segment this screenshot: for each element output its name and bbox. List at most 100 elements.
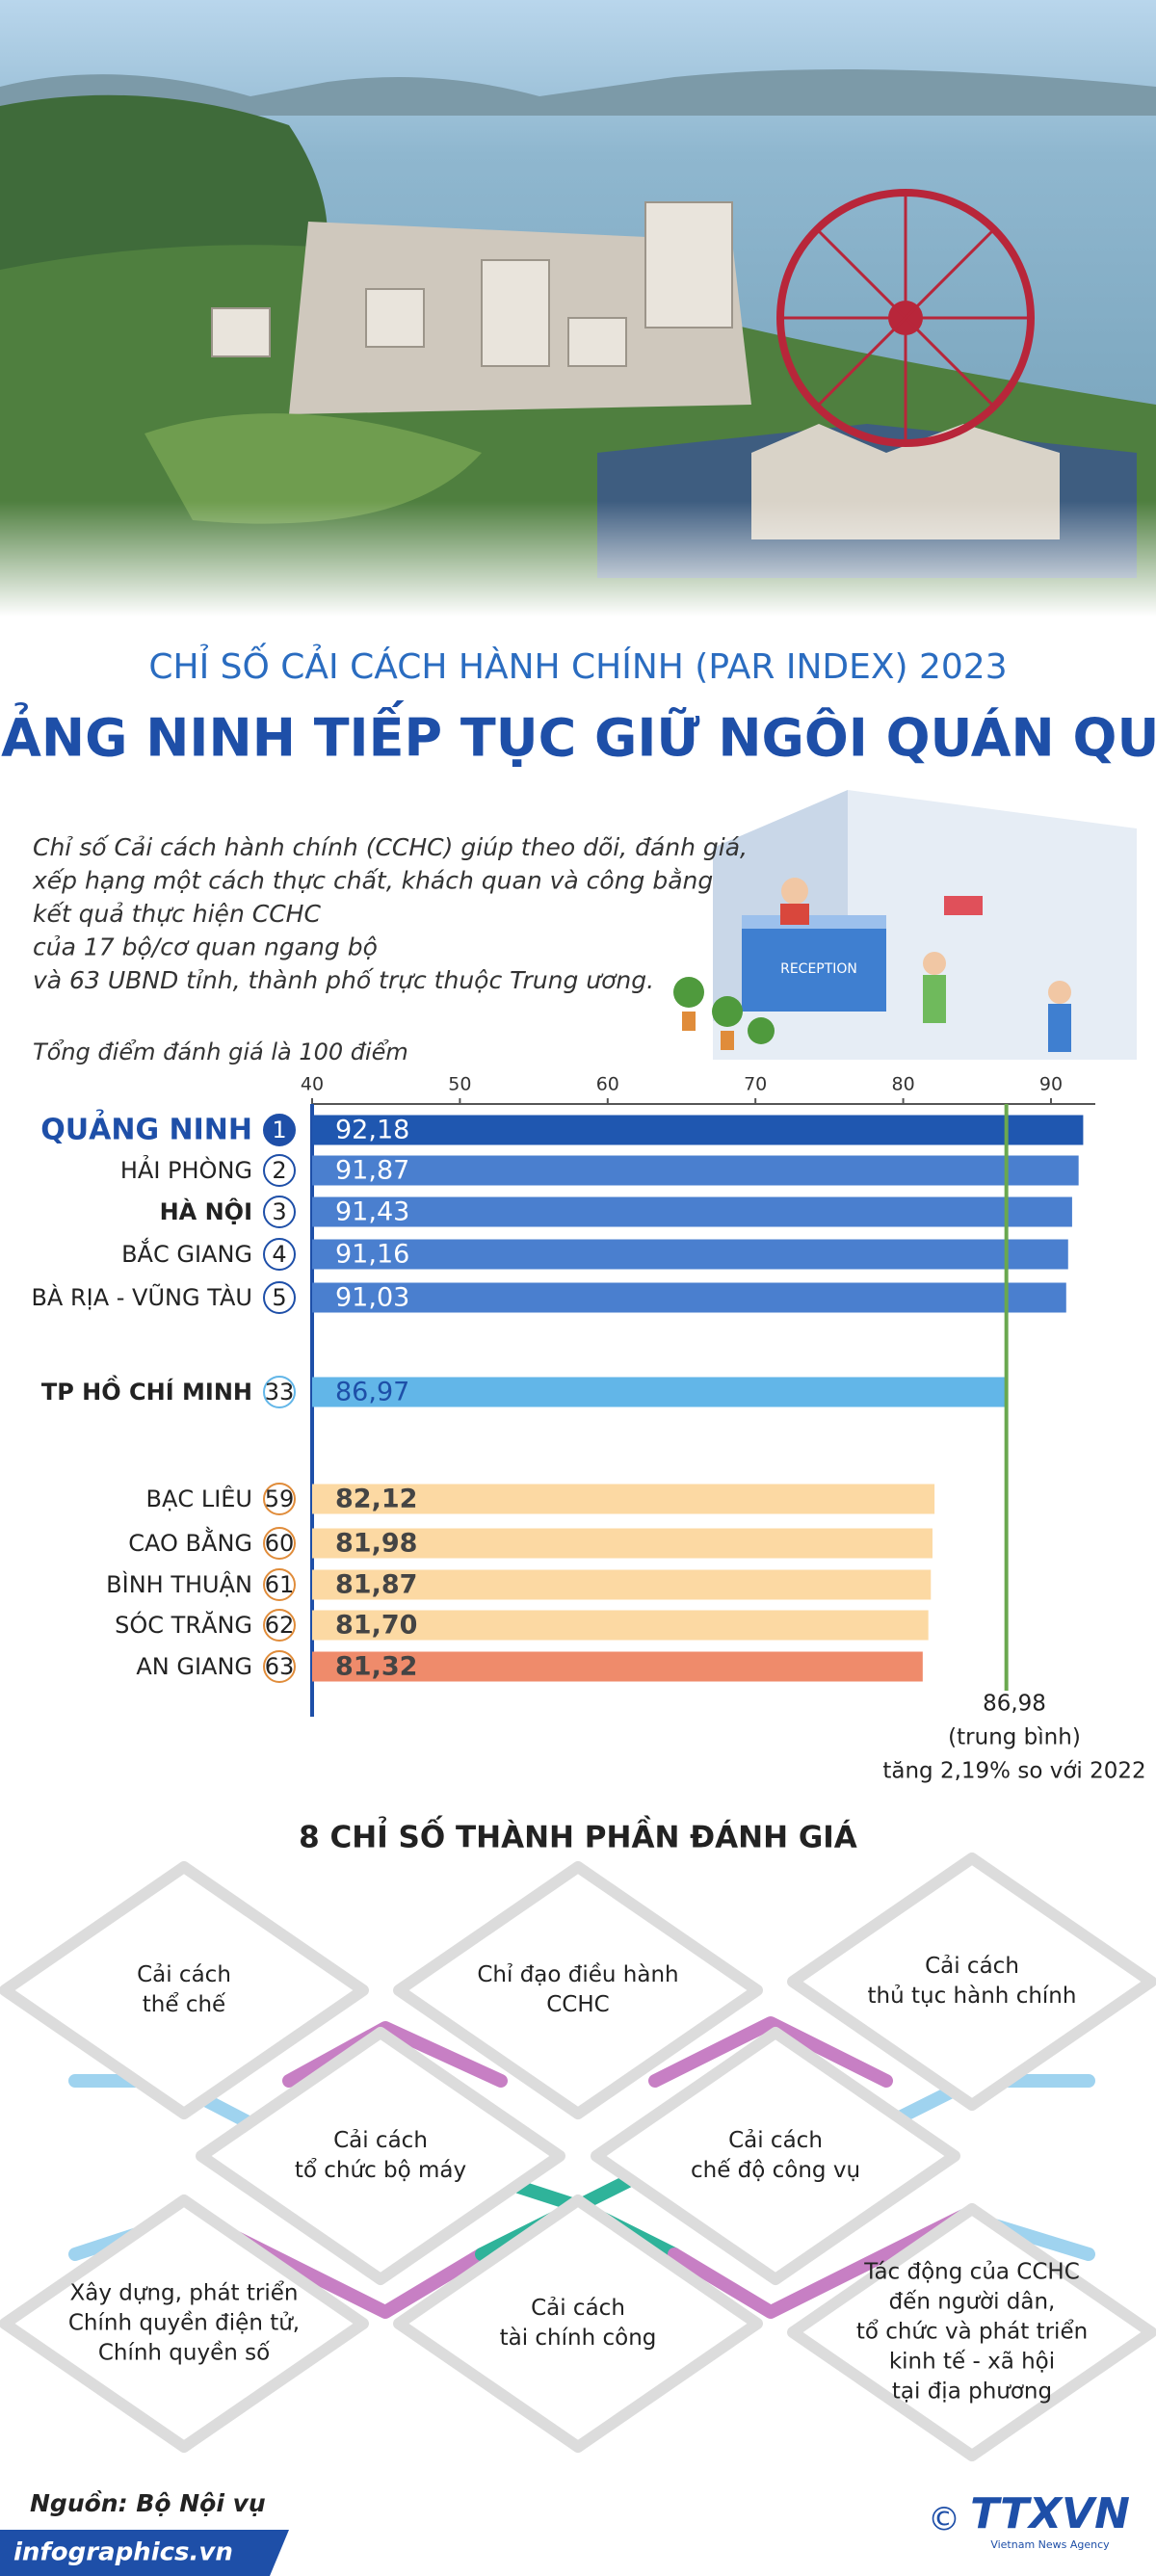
value-label: 81,87 [335, 1570, 417, 1600]
value-label: 91,16 [335, 1240, 409, 1270]
component-diamond [787, 2203, 1156, 2461]
category-label: HẢI PHÒNG [120, 1154, 252, 1184]
source: Nguồn: Bộ Nội vụ [30, 2489, 266, 2517]
category-label: SÓC TRĂNG [115, 1610, 252, 1639]
rank-badge [263, 1154, 296, 1187]
average-change: tăng 2,19% so với 2022 [882, 1759, 1145, 1784]
category-label: BẮC GIANG [121, 1237, 252, 1268]
component-diamond [787, 1853, 1156, 2111]
rank-badge [263, 1281, 296, 1314]
category-label: CAO BẰNG [128, 1526, 252, 1557]
component-diamond [393, 1861, 763, 2119]
rank-label: 5 [272, 1284, 286, 1311]
x-tick-label: 50 [448, 1074, 471, 1095]
component-label: đến người dân, [889, 2290, 1056, 2315]
value-label: 91,43 [335, 1197, 409, 1227]
description-line: và 63 UBND tỉnh, thành phố trực thuộc Tr… [33, 966, 654, 994]
score-note: Tổng điểm đánh giá là 100 điểm [33, 1038, 408, 1065]
rank-label: 59 [265, 1485, 295, 1512]
footer-band [0, 2530, 289, 2576]
bar [312, 1155, 1079, 1186]
rank-label: 62 [265, 1612, 295, 1639]
x-tick-label: 60 [596, 1074, 619, 1095]
component-label: thể chế [143, 1992, 226, 2017]
bar [312, 1115, 1084, 1145]
average-label: 86,98 [983, 1692, 1046, 1717]
component-label: Tác động của CCHC [863, 2260, 1080, 2285]
rank-badge [263, 1609, 296, 1642]
component-label: Cải cách [531, 2296, 625, 2321]
description-line: của 17 bộ/cơ quan ngang bộ [33, 933, 378, 961]
component-label: tổ chức bộ máy [295, 2158, 466, 2183]
rank-label: 61 [265, 1571, 295, 1598]
component-label: Cải cách [137, 1962, 231, 1987]
component-label: Chỉ đạo điều hành [477, 1962, 678, 1987]
connector [668, 2209, 970, 2319]
header-photo [0, 0, 1156, 617]
value-label: 81,98 [335, 1529, 417, 1559]
logo: TTXVN [970, 2489, 1130, 2538]
rank-badge [263, 1238, 296, 1271]
description-line: Chỉ số Cải cách hành chính (CCHC) giúp t… [33, 833, 748, 861]
value-label: 81,70 [335, 1611, 417, 1641]
rank-label: 63 [265, 1653, 295, 1680]
component-label: Cải cách [925, 1954, 1019, 1979]
category-label: TP HỒ CHÍ MINH [41, 1374, 252, 1406]
category-label: BÌNH THUẬN [106, 1570, 252, 1598]
value-label: 91,87 [335, 1156, 409, 1186]
reception-sign: RECEPTION [780, 961, 857, 977]
x-tick-label: 90 [1039, 1074, 1063, 1095]
description-line: kết quả thực hiện CCHC [33, 900, 321, 928]
bar [312, 1569, 932, 1600]
value-label: 92,18 [335, 1116, 409, 1145]
bar-chart: 40 50 60 70 80 90 92,18 QUẢNG NINH 1 91,87 HẢI PHÒ… [31, 1074, 1145, 1784]
rank-badge [263, 1114, 296, 1146]
components: 8 CHỈ SỐ THÀNH PHẦN ĐÁNH GIÁ Cải cách thể … [0, 1816, 1156, 2461]
component-label: Chính quyền số [98, 2341, 270, 2366]
site: infographics.vn [13, 2538, 233, 2567]
component-label: CCHC [546, 1992, 609, 2017]
component-label: tại địa phương [892, 2379, 1052, 2405]
component-diamond [591, 2027, 960, 2285]
x-tick-label: 80 [891, 1074, 914, 1095]
category-label: QUẢNG NINH [40, 1110, 252, 1147]
component-diamond [196, 2027, 565, 2285]
x-tick-label: 70 [744, 1074, 767, 1095]
component-label: Cải cách [728, 2128, 823, 2153]
category-label: BẠC LIÊU [146, 1485, 252, 1512]
x-tick-label: 40 [301, 1074, 324, 1095]
component-label: Chính quyền điện tử, [68, 2311, 300, 2336]
category-label: AN GIANG [136, 1653, 252, 1680]
connector [282, 2021, 508, 2088]
bar [312, 1528, 933, 1559]
description-line: xếp hạng một cách thực chất, khách quan … [32, 867, 713, 895]
rank-label: 3 [272, 1198, 286, 1225]
rank-label: 33 [265, 1379, 295, 1406]
rank-label: 60 [265, 1530, 295, 1557]
component-label: Xây dựng, phát triển [70, 2281, 299, 2306]
rank-badge [263, 1483, 296, 1515]
component-label: chế độ công vụ [691, 2158, 860, 2183]
rank-label: 1 [272, 1117, 286, 1143]
rank-label: 2 [272, 1157, 286, 1184]
bar [312, 1239, 1068, 1270]
component-diamond [0, 2195, 369, 2453]
bar [312, 1377, 1007, 1407]
reception-illustration [673, 790, 1137, 1060]
value-label: 86,97 [335, 1378, 409, 1407]
value-label: 91,03 [335, 1283, 409, 1313]
rank-badge [263, 1527, 296, 1560]
bar [312, 1651, 923, 1682]
average-note: (trung bình) [948, 1725, 1081, 1750]
rank-badge [263, 1568, 296, 1601]
component-label: kinh tế - xã hội [889, 2350, 1055, 2375]
bar [312, 1196, 1072, 1227]
component-label: tài chính công [500, 2326, 657, 2351]
component-diamond [0, 1861, 369, 2119]
logo-sub: Vietnam News Agency [990, 2538, 1110, 2551]
description: Chỉ số Cải cách hành chính (CCHC) giúp t… [32, 833, 748, 994]
rank-badge [263, 1650, 296, 1683]
copyright: © [928, 2501, 960, 2539]
rank-label: 4 [272, 1241, 286, 1268]
